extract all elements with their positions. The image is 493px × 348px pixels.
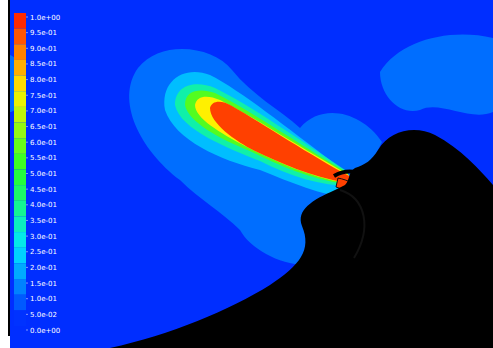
- colorbar-label: 9.5e-01: [30, 29, 57, 37]
- head-silhouette: [110, 130, 493, 348]
- colorbar-band: [14, 170, 26, 186]
- colorbar-tick: [26, 283, 28, 284]
- panel-edge: [8, 0, 10, 336]
- colorbar-tick: [26, 17, 28, 18]
- colorbar-label: 8.0e-01: [30, 76, 57, 84]
- contour-plot: 1.0e+00 9.5e-01 9.0e-01 8.5e-01 8.0e-01 7.5e-…: [0, 0, 493, 348]
- colorbar-label: 3.5e-01: [30, 217, 57, 225]
- contour-region: [175, 84, 352, 186]
- colorbar-label: 1.0e-01: [30, 295, 57, 303]
- colorbar-band: [14, 91, 26, 107]
- colorbar-tick: [26, 251, 28, 252]
- colorbar-band: [14, 310, 26, 326]
- colorbar-band: [14, 154, 26, 170]
- colorbar-label: 2.5e-01: [30, 248, 57, 256]
- colorbar-label: 7.5e-01: [30, 92, 57, 100]
- colorbar-tick: [26, 126, 28, 127]
- colorbar-tick: [26, 157, 28, 158]
- colorbar-band: [14, 123, 26, 139]
- colorbar-band: [14, 216, 26, 232]
- contour-region: [10, 0, 493, 348]
- colorbar-tick: [26, 32, 28, 33]
- colorbar-band: [14, 107, 26, 123]
- colorbar-tick: [26, 79, 28, 80]
- colorbar-label: 0.0e+00: [30, 327, 60, 335]
- colorbar-band: [14, 263, 26, 279]
- colorbar-band: [14, 13, 26, 29]
- colorbar-band: [14, 76, 26, 92]
- colorbar-label: 5.0e-02: [30, 311, 57, 319]
- colorbar-tick: [26, 110, 28, 111]
- colorbar-label: 6.5e-01: [30, 123, 57, 131]
- colorbar-tick: [26, 95, 28, 96]
- colorbar-label: 5.5e-01: [30, 154, 57, 162]
- colorbar-label: 1.5e-01: [30, 280, 57, 288]
- colorbar-tick: [26, 236, 28, 237]
- colorbar-label: 4.5e-01: [30, 186, 57, 194]
- colorbar-label: 9.0e-01: [30, 45, 57, 53]
- mask-edge: [340, 190, 364, 258]
- colorbar-tick: [26, 330, 28, 331]
- colorbar-label: 4.0e-01: [30, 201, 57, 209]
- colorbar-label: 2.0e-01: [30, 264, 57, 272]
- colorbar-label: 3.0e-01: [30, 233, 57, 241]
- contour-region: [164, 72, 362, 198]
- colorbar-label: 5.0e-01: [30, 170, 57, 178]
- colorbar-band: [14, 279, 26, 295]
- colorbar-band: [14, 44, 26, 60]
- colorbar-tick: [26, 142, 28, 143]
- colorbar-tick: [26, 63, 28, 64]
- contour-region: [380, 35, 493, 115]
- colorbar-tick: [26, 48, 28, 49]
- mask-top: [334, 172, 362, 177]
- colorbar-label: 1.0e+00: [30, 14, 60, 22]
- colorbar-tick: [26, 204, 28, 205]
- colorbar: 1.0e+00 9.5e-01 9.0e-01 8.5e-01 8.0e-01 7.5e-…: [14, 13, 60, 335]
- colorbar-label: 8.5e-01: [30, 60, 57, 68]
- colorbar-band: [14, 295, 26, 311]
- colorbar-tick: [26, 267, 28, 268]
- colorbar-band: [14, 248, 26, 264]
- colorbar-band: [14, 185, 26, 201]
- contour-region: [210, 102, 351, 183]
- colorbar-band: [14, 138, 26, 154]
- colorbar-tick: [26, 298, 28, 299]
- contour-field: [10, 0, 493, 348]
- colorbar-label: 7.0e-01: [30, 107, 57, 115]
- figure: 1.0e+00 9.5e-01 9.0e-01 8.5e-01 8.0e-01 7.5e-…: [0, 0, 493, 348]
- colorbar-tick: [26, 173, 28, 174]
- colorbar-band: [14, 201, 26, 217]
- colorbar-tick: [26, 220, 28, 221]
- colorbar-tick: [26, 189, 28, 190]
- colorbar-label: 6.0e-01: [30, 139, 57, 147]
- colorbar-band: [14, 60, 26, 76]
- colorbar-tick: [26, 314, 28, 315]
- colorbar-band: [14, 232, 26, 248]
- colorbar-band: [14, 29, 26, 45]
